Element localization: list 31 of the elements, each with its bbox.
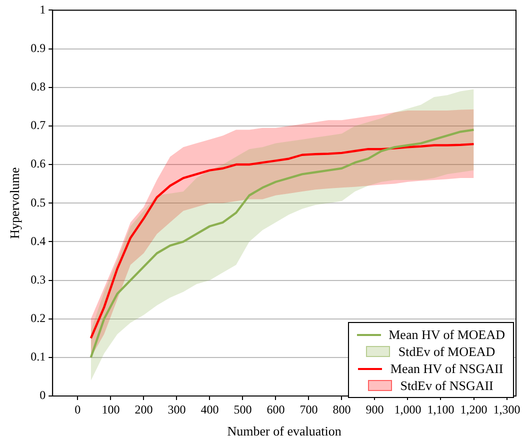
annotation: StdEv of MOEAD — [398, 343, 496, 360]
x-tick-label: 900 — [366, 402, 384, 416]
x-tick-label: 0 — [74, 402, 81, 416]
x-tick-label: 1,000 — [394, 402, 422, 416]
x-tick-label: 300 — [168, 402, 186, 416]
x-tick-label: 200 — [134, 402, 153, 416]
y-tick-label: 0 — [40, 388, 46, 402]
x-tick-label: 1,100 — [427, 402, 454, 416]
x-tick-label: 600 — [266, 402, 285, 416]
y-tick-label: 0.8 — [30, 80, 46, 94]
y-tick-label: 1 — [40, 2, 46, 16]
x-axis-title: Number of evaluation — [227, 424, 342, 439]
y-tick-label: 0.2 — [30, 310, 46, 325]
annotation: StdEv of NSGAII — [400, 377, 494, 394]
y-tick-label: 0.6 — [30, 156, 46, 171]
x-tick-label: 100 — [102, 402, 120, 416]
x-tick-label: 800 — [332, 402, 351, 416]
y-tick-label: 0.5 — [30, 195, 46, 210]
x-tick-label: 1,200 — [460, 402, 488, 416]
y-tick-label: 0.1 — [30, 350, 46, 364]
x-tick-label: 500 — [234, 402, 252, 416]
y-axis-title: Hypervolume — [7, 167, 22, 239]
x-tick-label: 700 — [300, 402, 318, 416]
y-tick-label: 0.4 — [30, 234, 46, 248]
y-tick-label: 0.9 — [30, 40, 46, 55]
y-tick-label: 0.3 — [30, 272, 46, 286]
y-tick-label: 0.7 — [30, 118, 46, 132]
legend-label: Mean HV of NSGAII — [390, 360, 504, 377]
x-tick-label: 1,300 — [493, 402, 520, 416]
x-tick-label: 400 — [200, 402, 219, 416]
legend-label: Mean HV of MOEAD — [388, 326, 505, 343]
